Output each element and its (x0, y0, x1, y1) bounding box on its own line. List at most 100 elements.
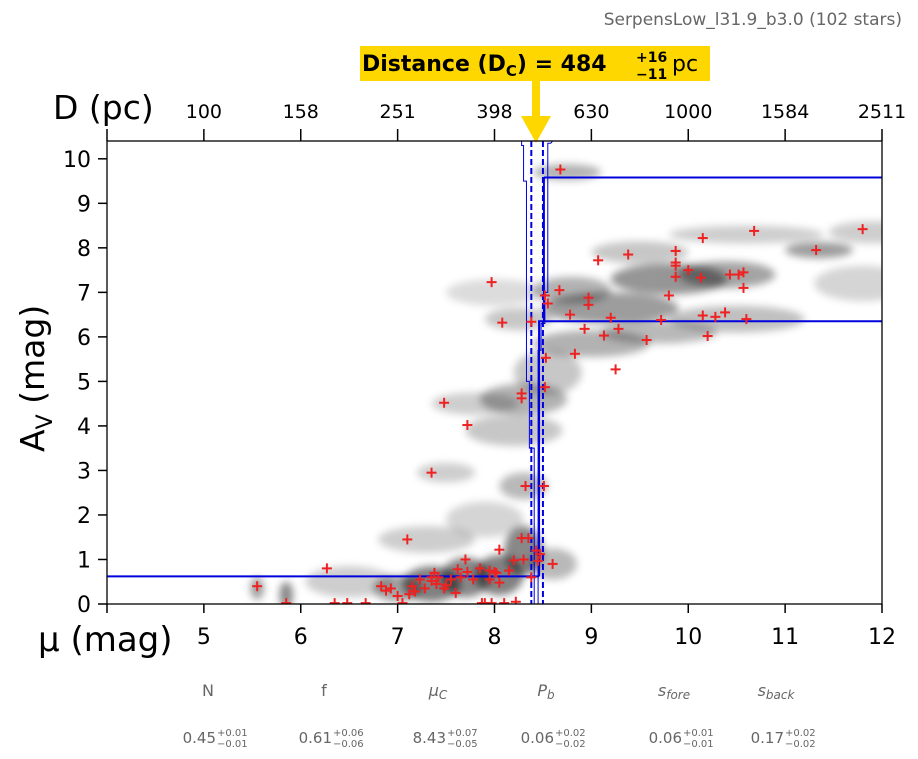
star-point (613, 323, 624, 334)
parameter-4: sfore 0.06 +0.01−0.01 (649, 681, 714, 750)
parameter-err-minus: −0.02 (785, 739, 816, 750)
star-point (670, 257, 681, 268)
parameter-err-plus: +0.02 (555, 728, 586, 739)
kde-blob (668, 225, 824, 244)
annotation-err-minus: −11 (636, 67, 667, 83)
kde-blob (446, 279, 543, 306)
star-point (554, 285, 565, 296)
parameter-name: N (202, 681, 214, 700)
star-point (281, 598, 292, 604)
star-point (329, 598, 340, 604)
parameter-err-plus: +0.07 (447, 728, 478, 739)
y-tick-label: 9 (77, 192, 91, 217)
top-tick-label: 1000 (664, 101, 712, 123)
star-point (433, 572, 444, 583)
posterior-outline-right (537, 141, 555, 604)
kde-blob (668, 305, 805, 333)
distance-annotation: Distance (DC) = 484 +16 −11 pc (360, 46, 710, 83)
star-point (749, 225, 760, 236)
kde-blob (591, 241, 689, 264)
y-axis-label: AV (mag) (13, 305, 58, 452)
star-point (724, 269, 735, 280)
star-point (535, 549, 546, 560)
star-point (697, 233, 708, 244)
star-point (539, 382, 550, 393)
star-point (811, 245, 822, 256)
star-point (610, 364, 621, 375)
parameter-err-minus: −0.01 (683, 739, 714, 750)
x-tick-label: 12 (868, 625, 896, 650)
svg-text:Distance (DC) = 484: Distance (DC) = 484 (362, 52, 607, 80)
star-point (733, 269, 744, 280)
star-point (407, 581, 418, 592)
star-point (540, 352, 551, 363)
star-point (663, 290, 674, 301)
parameter-value: 0.45 (183, 729, 216, 747)
top-tick-label: 158 (283, 101, 319, 123)
star-point (441, 580, 452, 591)
parameter-value: 0.61 (299, 729, 332, 747)
star-point (510, 596, 521, 604)
parameter-name: f (321, 681, 327, 700)
kde-blob (446, 501, 524, 538)
y-tick-label: 5 (77, 370, 91, 395)
kde-blob (279, 581, 293, 604)
x-axis-label: μ (mag) (38, 620, 173, 660)
star-point (468, 574, 479, 585)
star-point (452, 564, 463, 575)
parameter-err-minus: −0.02 (555, 739, 586, 750)
star-point (641, 335, 652, 346)
star-point (857, 224, 868, 235)
star-point (252, 581, 263, 592)
star-point (445, 574, 456, 585)
star-point (504, 565, 515, 576)
top-axis: 100 158 251 398 630 1000 1584 2511 (106, 101, 906, 141)
star-point (419, 583, 430, 594)
kde-blob (533, 164, 602, 181)
distance-arrow (521, 81, 551, 143)
star-point (523, 533, 534, 544)
star-point (462, 566, 473, 577)
y-tick-label: 7 (77, 281, 91, 306)
star-point (526, 572, 537, 583)
y-tick-label: 8 (77, 237, 91, 262)
star-point (670, 245, 681, 256)
star-point (520, 481, 531, 492)
star-point (516, 388, 527, 399)
kde-blob (417, 462, 476, 483)
annotation-unit: pc (672, 52, 698, 77)
star-point (542, 298, 553, 309)
star-point (533, 555, 544, 566)
star-point (385, 583, 396, 594)
x-tick-label: 7 (391, 625, 405, 650)
top-tick-label: 398 (476, 101, 512, 123)
star-point (598, 330, 609, 341)
y-axis: 0 1 2 3 4 5 6 7 8 9 10 (63, 148, 107, 618)
star-point (479, 598, 490, 604)
model-lines (107, 141, 882, 604)
parameter-0: N 0.45 +0.01−0.01 (183, 681, 248, 750)
kde-blob (378, 526, 476, 553)
parameter-name: Pb (537, 681, 555, 702)
star-point (321, 563, 332, 574)
star-point (579, 323, 590, 334)
star-point (474, 563, 485, 574)
star-point (381, 585, 391, 596)
top-tick-label: 251 (379, 101, 415, 123)
kde-blob (305, 566, 393, 598)
y-tick-label: 3 (77, 459, 91, 484)
star-point (462, 420, 473, 431)
parameter-name: μC (428, 681, 448, 702)
star-point (526, 316, 537, 327)
chart-title: SerpensLow_l31.9_b3.0 (102 stars) (604, 10, 902, 30)
y-tick-label: 6 (77, 326, 91, 351)
star-point (414, 574, 425, 585)
x-tick-label: 6 (294, 625, 308, 650)
annotation-eq: ) = 484 (517, 52, 607, 77)
star-point (439, 397, 450, 408)
x-tick-label: 10 (674, 625, 702, 650)
star-point (494, 544, 505, 555)
star-point (486, 277, 497, 288)
